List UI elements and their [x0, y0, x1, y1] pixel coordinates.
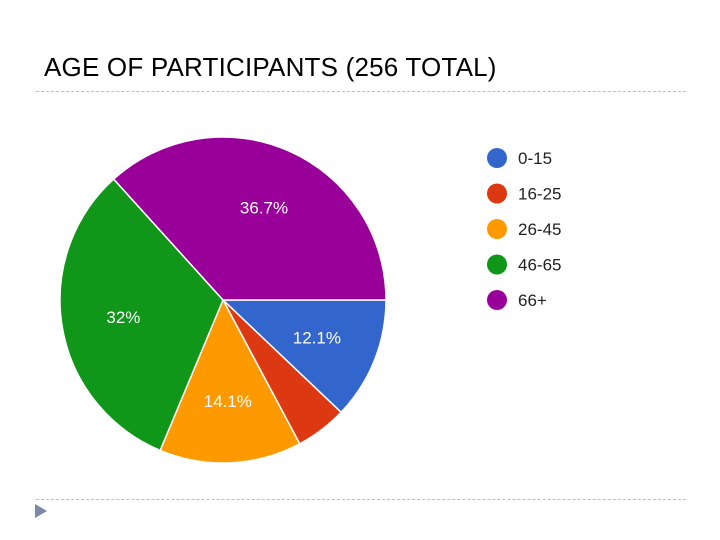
pie-slice-66+ — [112, 136, 387, 301]
slice-value-label: 12.1% — [293, 328, 341, 347]
legend-swatch — [487, 254, 507, 275]
pie-slice-26-45 — [159, 298, 301, 464]
legend-label: 46-65 — [518, 256, 561, 275]
pie-slice-labels: 12.1% 14.1% 32% 36.7% — [106, 199, 341, 411]
legend-swatch — [487, 183, 507, 204]
legend-swatch — [487, 219, 507, 239]
chart-legend: 0-15 16-25 26-45 46-65 66+ — [487, 148, 561, 310]
triangle-bullet-icon — [35, 504, 47, 518]
legend-label: 16-25 — [518, 185, 561, 204]
title-divider — [36, 91, 686, 92]
pie-slices — [59, 136, 387, 464]
legend-label: 0-15 — [518, 149, 552, 168]
legend-swatch — [487, 290, 507, 310]
slice-value-label: 32% — [106, 308, 140, 327]
slice-value-label: 14.1% — [204, 392, 252, 411]
legend-label: 66+ — [518, 291, 547, 310]
legend-label: 26-45 — [518, 220, 561, 239]
legend-swatch — [487, 148, 507, 168]
slide-title: AGE OF PARTICIPANTS (256 TOTAL) — [44, 52, 497, 82]
footer-divider — [36, 499, 686, 500]
slice-value-label: 36.7% — [240, 199, 288, 218]
pie-slice-0-15 — [221, 299, 387, 414]
pie-slice-46-65 — [59, 178, 224, 452]
